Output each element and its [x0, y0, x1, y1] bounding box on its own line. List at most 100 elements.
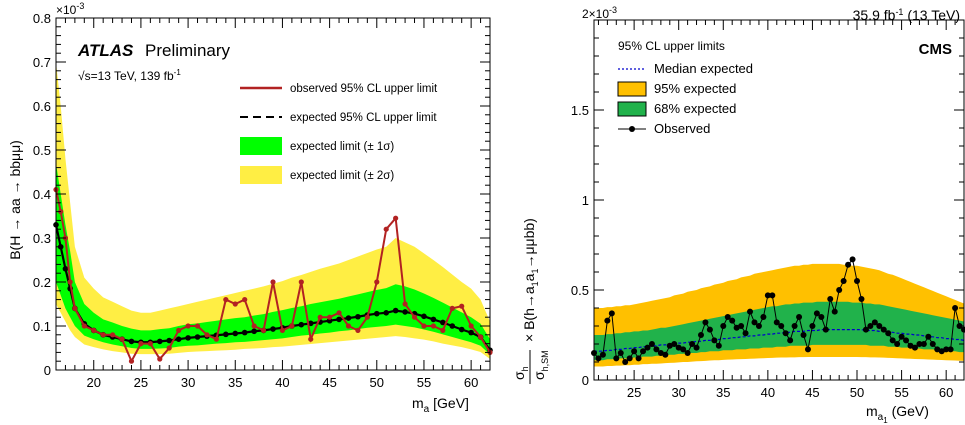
observed-point [402, 301, 408, 307]
x-tick-label: 50 [850, 385, 864, 400]
expected-point [392, 307, 399, 314]
y-tick-label: 0 [582, 373, 589, 388]
observed-point [867, 323, 874, 329]
expected-point [128, 338, 135, 345]
observed-point [755, 323, 762, 329]
observed-point [751, 319, 758, 326]
observed-point [100, 332, 106, 338]
observed-point [693, 344, 700, 351]
observed-point [635, 355, 642, 362]
observed-point [773, 319, 780, 326]
legend-label: expected limit (± 2σ) [290, 170, 394, 182]
observed-point [778, 323, 785, 329]
observed-point [270, 279, 276, 285]
observed-point [166, 345, 172, 351]
atlas-panel: 20 25 30 35 40 45 50 55 60 0 0.1 0.2 0.3 0.4 0.5 0.6 0.7… [33, 11, 493, 390]
observed-point [787, 337, 794, 344]
y-tick-label: 1 [582, 193, 589, 208]
observed-point [845, 261, 852, 268]
observed-point [827, 296, 834, 302]
y-tick-label: 1.5 [571, 103, 589, 118]
observed-point [916, 341, 923, 347]
y-tick-label: 0.4 [33, 187, 51, 202]
expected-point [336, 316, 342, 323]
y-tick-label: 0.2 [33, 275, 51, 290]
observed-point [223, 297, 229, 303]
x-tick-label: 45 [322, 375, 336, 390]
expected-point [62, 266, 69, 272]
observed-point [680, 346, 687, 353]
legend-label: 68% expected [654, 101, 736, 116]
cms-legend-title: 95% CL upper limits [618, 39, 725, 53]
observed-point [697, 332, 704, 338]
observed-point [729, 317, 736, 324]
observed-point [831, 308, 838, 315]
observed-point [706, 326, 713, 333]
expected-point [232, 330, 239, 337]
observed-point [599, 351, 606, 358]
observed-point [213, 336, 219, 342]
observed-point [876, 323, 883, 329]
observed-point [327, 314, 333, 320]
observed-point [871, 319, 878, 326]
y-tick-label: 0.3 [33, 231, 51, 246]
legend-label: expected 95% CL upper limit [290, 112, 437, 124]
y-tick-label: 0 [44, 363, 51, 378]
observed-point [720, 323, 727, 329]
atlas-status-label: Preliminary [145, 41, 231, 60]
cms-lumi-label: 35.9 fb-1 (13 TeV) [853, 7, 960, 23]
observed-point [671, 341, 678, 347]
x-tick-label: 25 [134, 375, 148, 390]
band-1sigma [594, 301, 964, 361]
cms-x-axis-label: ma1 (GeV) [866, 403, 929, 425]
observed-point [440, 327, 446, 333]
observed-point [449, 305, 455, 311]
observed-point [157, 356, 163, 362]
legend-band-swatch [617, 101, 647, 117]
observed-point [595, 355, 602, 362]
observed-point [662, 351, 669, 358]
observed-point [702, 319, 709, 326]
observed-point [947, 346, 954, 353]
observed-point [925, 333, 932, 340]
observed-point [110, 332, 116, 338]
observed-point [242, 297, 248, 303]
legend-band-swatch [617, 81, 647, 97]
expected-line [594, 329, 965, 352]
observed-point [91, 327, 97, 333]
observed-point [724, 314, 731, 320]
band-1sigma [56, 163, 490, 355]
legend-observed-marker [629, 126, 635, 132]
legend-label: observed 95% CL upper limit [290, 83, 438, 95]
x-tick-label: 40 [761, 385, 775, 400]
observed-point [393, 215, 399, 221]
observed-point [836, 287, 843, 293]
legend-label: Median expected [654, 61, 753, 76]
observed-point [421, 323, 427, 329]
observed-point [147, 341, 153, 347]
observed-point [796, 314, 803, 320]
observed-point [622, 359, 629, 365]
legend-label: Observed [654, 121, 710, 136]
atlas-energy-lumi: √s=13 TeV, 139 fb-1 [78, 68, 181, 83]
expected-point [421, 313, 427, 320]
expected-point [156, 338, 163, 345]
band-2sigma [56, 62, 490, 359]
observed-point [176, 327, 182, 333]
atlas-y-axis-label: B(H → aa → bbμμ) [7, 140, 23, 260]
y-tick-label: 0.8 [33, 11, 51, 26]
x-tick-label: 20 [87, 375, 101, 390]
observed-point [626, 355, 633, 362]
observed-point [411, 314, 418, 320]
y-tick-label: 0.7 [33, 55, 51, 70]
x-tick-label: 25 [627, 385, 641, 400]
y-tick-label: 0.1 [33, 319, 51, 334]
x-tick-label: 35 [716, 385, 730, 400]
observed-point [818, 314, 825, 320]
observed-point [711, 337, 718, 344]
observed-point [689, 341, 696, 347]
observed-point [648, 341, 655, 347]
observed-point [791, 323, 798, 329]
observed-point [903, 337, 910, 344]
expected-point [175, 336, 182, 343]
